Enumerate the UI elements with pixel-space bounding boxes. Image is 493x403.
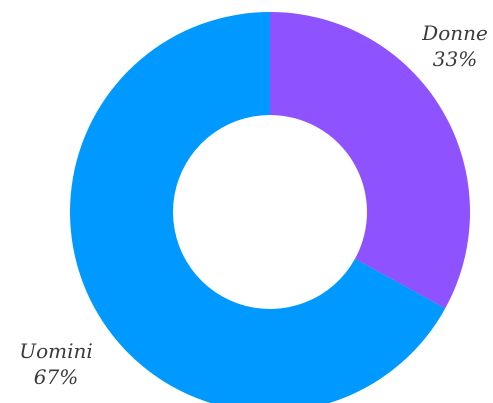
slice-label-uomini: Uomini 67% <box>10 338 102 390</box>
slice-value-donne: 33% <box>432 47 478 71</box>
pie-slice-uomini[interactable] <box>70 12 446 403</box>
slice-label-donne: Donne 33% <box>418 20 492 72</box>
slice-name-donne: Donne <box>422 21 488 45</box>
slice-value-uomini: 67% <box>33 365 79 389</box>
pie-slice-donne[interactable] <box>270 12 471 309</box>
slice-name-uomini: Uomini <box>19 339 93 363</box>
